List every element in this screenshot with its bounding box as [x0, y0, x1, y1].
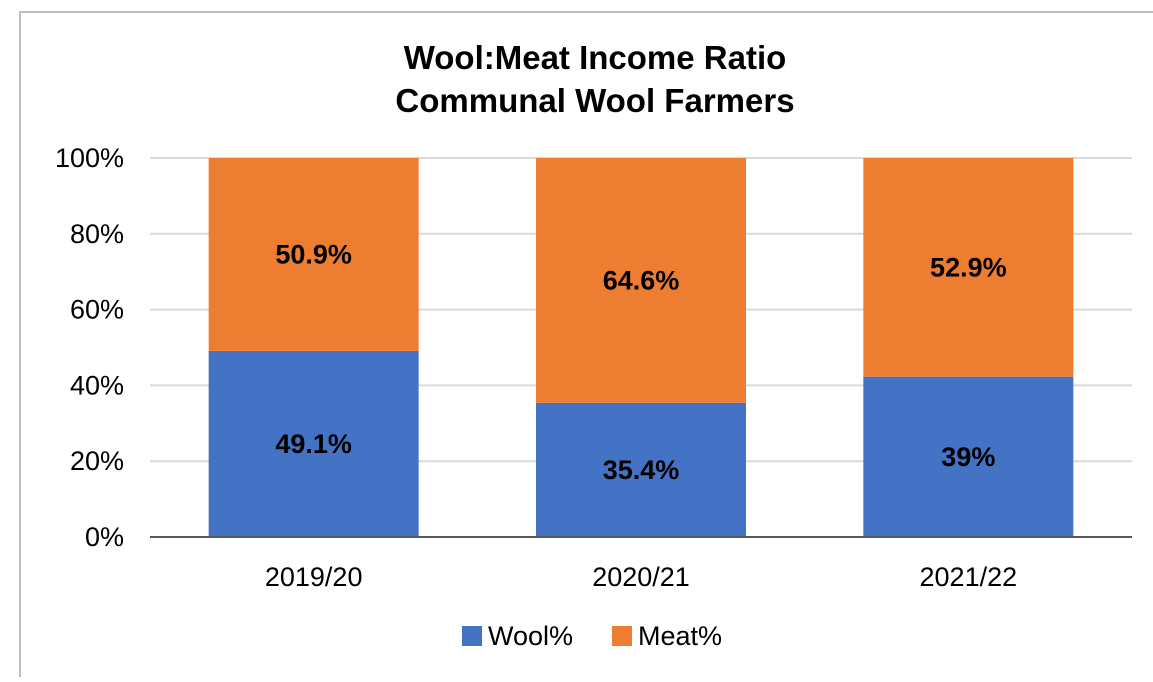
x-tick-label: 2019/20 — [265, 562, 363, 592]
x-tick-label: 2021/22 — [920, 562, 1018, 592]
x-tick-label: 2020/21 — [592, 562, 690, 592]
data-label: 50.9% — [275, 239, 352, 269]
legend-label: Meat% — [638, 621, 722, 651]
y-tick-label: 0% — [85, 522, 124, 552]
y-tick-label: 80% — [70, 219, 124, 249]
bars — [208, 158, 1074, 537]
bar-wool — [863, 376, 1074, 537]
legend: Wool% Meat% — [462, 621, 722, 651]
bar-wool — [208, 350, 419, 537]
bar-wool — [536, 402, 746, 537]
data-label: 52.9% — [930, 252, 1007, 282]
data-label: 49.1% — [275, 429, 352, 459]
data-label: 35.4% — [603, 455, 680, 485]
data-label: 39% — [941, 442, 995, 472]
bar-meat — [208, 158, 419, 351]
bar-meat — [863, 158, 1074, 377]
data-label: 64.6% — [603, 265, 680, 295]
chart-subtitle: Communal Wool Farmers — [395, 82, 794, 119]
data-labels: 49.1% 50.9% 35.4% 64.6% 39% 52.9% — [275, 239, 1006, 484]
bar-meat — [536, 158, 746, 403]
legend-swatch — [612, 626, 632, 646]
legend-label: Wool% — [488, 621, 573, 651]
legend-swatch — [462, 626, 482, 646]
y-tick-label: 20% — [70, 446, 124, 476]
y-tick-label: 60% — [70, 295, 124, 325]
chart-title: Wool:Meat Income Ratio — [404, 39, 787, 76]
axes: 0% 20% 40% 60% 80% 100% 2019/20 2020/21 2021/22 — [55, 143, 1132, 592]
y-tick-label: 100% — [55, 143, 124, 173]
y-tick-label: 40% — [70, 370, 124, 400]
